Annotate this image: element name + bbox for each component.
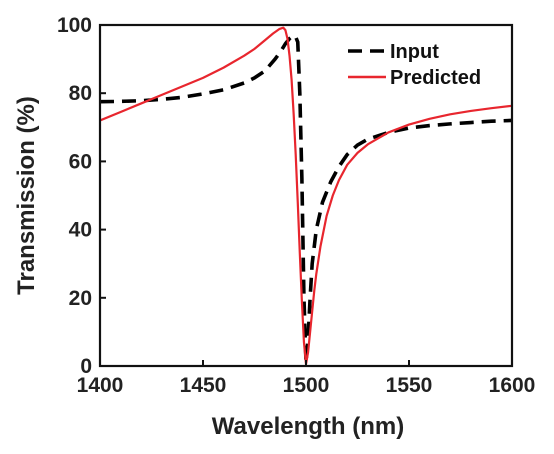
x-tick-label: 1450 — [180, 374, 227, 397]
x-tick-label: 1500 — [283, 374, 330, 397]
y-tick-label: 0 — [80, 355, 92, 378]
series-line-predicted — [100, 26, 512, 366]
legend: Input Predicted — [348, 41, 481, 89]
y-axis-title: Transmission (%) — [13, 96, 40, 295]
y-tick-label: 80 — [69, 82, 92, 105]
x-tick-label: 1400 — [77, 374, 124, 397]
legend-input-label: Input — [390, 41, 439, 63]
x-tick-label: 1550 — [386, 374, 433, 397]
y-tick-label: 40 — [69, 219, 92, 242]
legend-predicted-label: Predicted — [390, 67, 481, 89]
plot-lines — [100, 26, 512, 366]
x-tick-label: 1600 — [489, 374, 536, 397]
y-tick-label: 60 — [69, 150, 92, 173]
axis-ticks: 1400 1450 1500 1550 1600 0 20 40 60 80 100 — [57, 14, 535, 397]
y-tick-label: 20 — [69, 287, 92, 310]
x-axis-title: Wavelength (nm) — [212, 413, 404, 440]
y-tick-label: 100 — [57, 14, 92, 37]
